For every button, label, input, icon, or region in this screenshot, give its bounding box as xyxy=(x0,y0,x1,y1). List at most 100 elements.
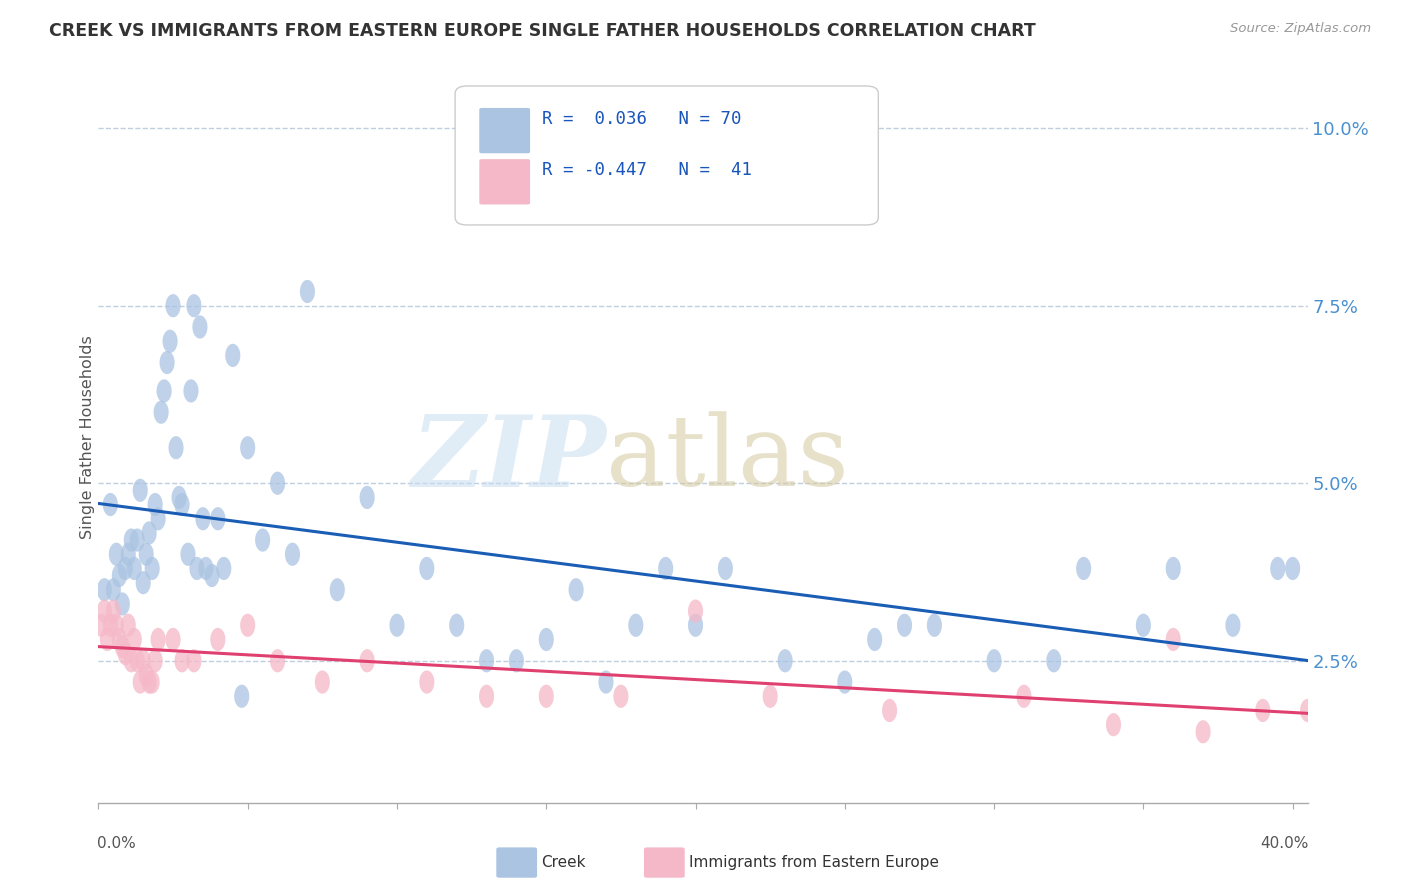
Point xyxy=(1267,561,1289,575)
Point xyxy=(1161,632,1184,647)
Point xyxy=(416,675,439,690)
Point xyxy=(536,632,558,647)
Point xyxy=(1012,690,1035,704)
Point xyxy=(610,690,633,704)
Point xyxy=(236,618,259,632)
Point xyxy=(135,668,157,682)
Point xyxy=(111,597,134,611)
Point xyxy=(141,675,163,690)
Point xyxy=(186,561,208,575)
Point xyxy=(159,334,181,349)
FancyBboxPatch shape xyxy=(456,86,879,225)
Point xyxy=(222,348,245,362)
Point xyxy=(773,654,796,668)
Point xyxy=(122,632,145,647)
Point xyxy=(311,675,333,690)
Point xyxy=(1296,704,1319,718)
Point xyxy=(1043,654,1066,668)
Point xyxy=(231,690,253,704)
Point xyxy=(105,618,128,632)
Text: atlas: atlas xyxy=(606,411,849,507)
Point xyxy=(114,561,136,575)
Point xyxy=(1251,704,1274,718)
Point xyxy=(1222,618,1244,632)
Point xyxy=(143,498,166,512)
Point xyxy=(385,618,408,632)
Point xyxy=(475,654,498,668)
Point xyxy=(595,675,617,690)
Point xyxy=(162,299,184,313)
Point xyxy=(167,491,190,505)
Point xyxy=(281,547,304,561)
Point xyxy=(212,561,235,575)
Point xyxy=(90,618,112,632)
Text: 0.0%: 0.0% xyxy=(97,836,136,851)
Point xyxy=(93,582,115,597)
Point xyxy=(475,690,498,704)
Point xyxy=(170,498,193,512)
Point xyxy=(297,285,319,299)
Point xyxy=(114,647,136,661)
Point xyxy=(266,476,288,491)
Point xyxy=(120,533,142,547)
Text: Creek: Creek xyxy=(541,855,586,870)
Point xyxy=(505,654,527,668)
Point xyxy=(1102,717,1125,731)
Text: Source: ZipAtlas.com: Source: ZipAtlas.com xyxy=(1230,22,1371,36)
Point xyxy=(135,547,157,561)
Text: 40.0%: 40.0% xyxy=(1260,836,1309,851)
Point xyxy=(685,618,707,632)
Point xyxy=(117,618,139,632)
Point xyxy=(153,384,176,398)
FancyBboxPatch shape xyxy=(479,108,530,153)
Point xyxy=(138,675,160,690)
Point xyxy=(326,582,349,597)
Point xyxy=(129,483,152,498)
Point xyxy=(183,654,205,668)
Point xyxy=(122,561,145,575)
Point xyxy=(1281,561,1303,575)
Point xyxy=(98,618,121,632)
Point xyxy=(150,405,173,419)
Point xyxy=(1132,618,1154,632)
Point xyxy=(416,561,439,575)
Point xyxy=(565,582,588,597)
Point xyxy=(759,690,782,704)
Point xyxy=(201,568,224,582)
Point xyxy=(103,582,125,597)
Text: CREEK VS IMMIGRANTS FROM EASTERN EUROPE SINGLE FATHER HOUSEHOLDS CORRELATION CHA: CREEK VS IMMIGRANTS FROM EASTERN EUROPE … xyxy=(49,22,1036,40)
Point xyxy=(162,632,184,647)
Point xyxy=(117,547,139,561)
Point xyxy=(236,441,259,455)
Point xyxy=(863,632,886,647)
Point xyxy=(252,533,274,547)
Text: ZIP: ZIP xyxy=(412,411,606,508)
Point xyxy=(108,568,131,582)
Point xyxy=(170,654,193,668)
Text: R =  0.036   N = 70: R = 0.036 N = 70 xyxy=(543,110,742,128)
Point xyxy=(120,654,142,668)
Point xyxy=(893,618,915,632)
FancyBboxPatch shape xyxy=(479,159,530,204)
Point xyxy=(141,561,163,575)
Point xyxy=(356,654,378,668)
Point xyxy=(834,675,856,690)
Point xyxy=(207,632,229,647)
Point xyxy=(132,654,155,668)
Point xyxy=(879,704,901,718)
Point xyxy=(143,654,166,668)
Point xyxy=(983,654,1005,668)
Point xyxy=(138,525,160,540)
Point xyxy=(207,512,229,526)
Point xyxy=(105,547,128,561)
Point xyxy=(714,561,737,575)
Point xyxy=(685,604,707,618)
Point xyxy=(177,547,200,561)
Point xyxy=(127,533,149,547)
Point xyxy=(146,512,169,526)
Point xyxy=(1073,561,1095,575)
Point xyxy=(356,491,378,505)
Point xyxy=(188,320,211,334)
Point xyxy=(146,632,169,647)
Point xyxy=(266,654,288,668)
